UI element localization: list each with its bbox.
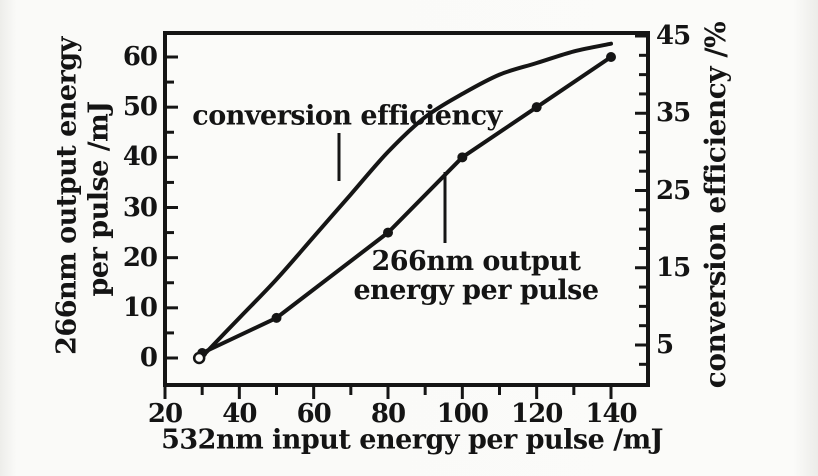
y-left-tick-label: 20	[122, 242, 158, 273]
x-tick-label: 40	[222, 399, 257, 429]
y-left-axis-title-line2: per pulse /mJ	[83, 101, 115, 297]
x-tick-label: 100	[436, 399, 489, 429]
y-left-tick-label: 0	[139, 343, 158, 373]
x-tick-label: 20	[147, 399, 183, 429]
annotation-output-energy: 266nm output energy per pulse	[353, 246, 599, 306]
y-left-axis-title-line1: 266nm output energy	[51, 37, 83, 355]
y-left-tick-label: 50	[122, 92, 158, 123]
x-tick-label: 120	[511, 399, 563, 429]
y-right-tick-label: 25	[656, 175, 691, 206]
x-tick-label: 60	[296, 399, 332, 429]
y-right-tick-label: 35	[656, 98, 691, 129]
series-line-right	[200, 41, 613, 359]
annotation-conversion-efficiency: conversion efficiency	[192, 100, 502, 132]
y-left-tick-label: 30	[122, 192, 158, 223]
y-left-tick-label: 40	[122, 142, 158, 173]
y-right-axis-title: conversion efficiency /%	[699, 21, 732, 389]
data-point-marker	[271, 312, 282, 323]
y-left-tick-label: 10	[122, 292, 158, 323]
plot-border	[163, 31, 650, 387]
y-right-tick-label: 15	[656, 252, 691, 283]
annotation-output-energy-line2: energy per pulse	[353, 275, 599, 306]
y-left-tick-label: 60	[122, 42, 158, 72]
x-tick-label: 140	[585, 399, 637, 429]
x-tick-label: 80	[370, 399, 406, 429]
data-point-marker	[531, 102, 542, 113]
data-point-marker	[457, 152, 468, 163]
data-point-marker	[383, 227, 393, 238]
y-right-tick-label: 45	[656, 21, 691, 51]
open-circle-marker	[192, 351, 206, 365]
data-point-marker	[606, 52, 616, 62]
y-right-tick-label: 5	[656, 330, 674, 360]
series-line-left	[200, 55, 613, 355]
annotation-output-energy-line1: 266nm output	[371, 246, 581, 277]
x-axis-title: 532nm input energy per pulse /mJ	[161, 424, 663, 456]
